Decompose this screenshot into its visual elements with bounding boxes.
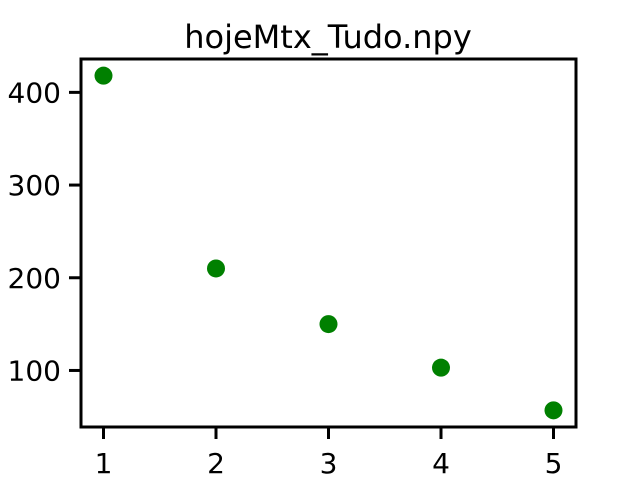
data-point	[319, 315, 338, 334]
y-tick-label: 400	[8, 76, 61, 109]
x-tick-label: 1	[95, 447, 113, 480]
y-tick-label: 100	[8, 354, 61, 387]
x-tick-label: 5	[545, 447, 563, 480]
data-point	[207, 259, 225, 278]
chart-title: hojeMtx_Tudo.npy	[184, 18, 472, 56]
data-point	[432, 358, 450, 377]
y-tick-label: 200	[8, 262, 61, 295]
data-point	[544, 401, 563, 420]
y-axis: 100 200 300 400	[8, 76, 81, 387]
plot-area-frame	[79, 57, 578, 429]
x-tick-label: 2	[207, 447, 225, 480]
y-tick-label: 300	[8, 169, 61, 202]
data-point	[94, 66, 113, 85]
data-points	[94, 66, 563, 420]
x-tick-label: 4	[432, 447, 450, 480]
x-axis: 1 2 3 4 5	[95, 427, 563, 480]
x-tick-label: 3	[320, 447, 338, 480]
